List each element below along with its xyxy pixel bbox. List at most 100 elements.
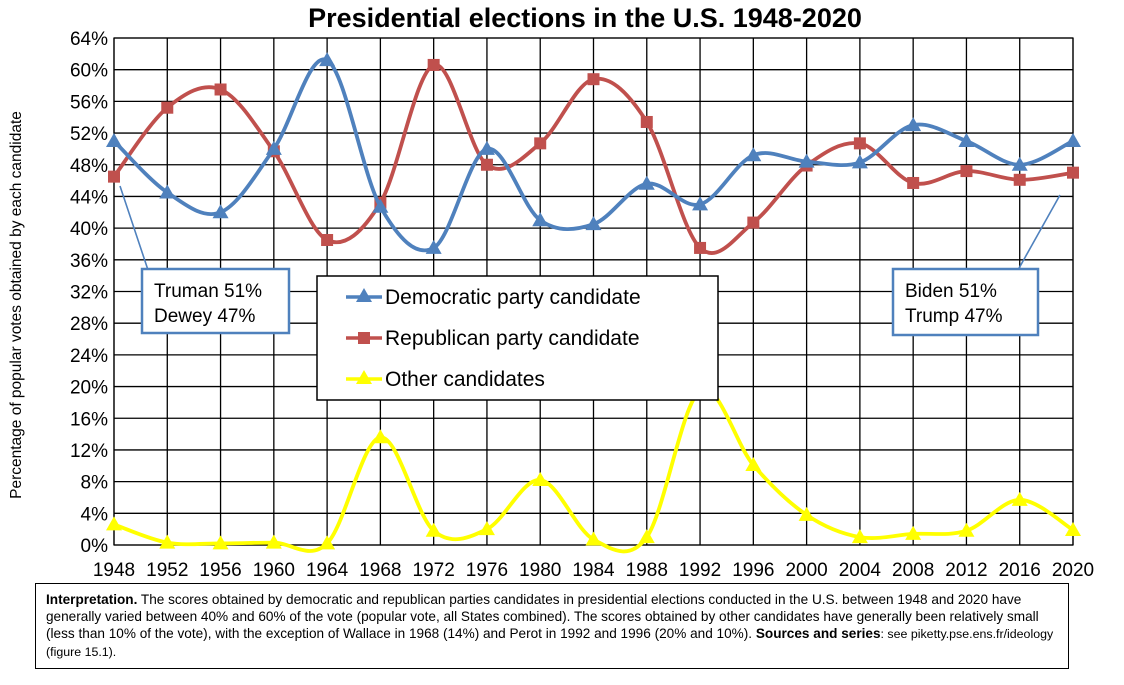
data-point-0 (159, 184, 176, 199)
x-tick-label: 1980 (519, 560, 561, 581)
data-point-2 (1065, 521, 1081, 536)
annotation-2020-line1: Biden 51% (905, 281, 997, 302)
chart-title: Presidential elections in the U.S. 1948-… (308, 3, 862, 33)
data-point-1 (960, 165, 973, 178)
y-tick-label: 4% (81, 504, 109, 525)
data-point-2 (745, 456, 762, 471)
data-point-1 (534, 137, 547, 150)
y-tick-label: 32% (70, 283, 108, 304)
x-tick-label: 1996 (732, 560, 774, 581)
data-point-1 (427, 58, 440, 71)
data-point-1 (640, 115, 653, 128)
data-point-0 (851, 154, 868, 169)
interpretation-label: Interpretation. (46, 592, 138, 607)
data-point-2 (585, 531, 602, 546)
data-point-2 (638, 529, 655, 544)
x-tick-label: 1988 (626, 560, 668, 581)
data-point-0 (319, 52, 336, 67)
legend-box (316, 275, 719, 401)
data-point-2 (212, 535, 229, 550)
data-point-1 (587, 73, 600, 86)
x-tick-label: 1948 (93, 560, 135, 581)
data-point-2 (532, 472, 549, 487)
annotation-1948-arrow (119, 185, 149, 271)
annotation-1948-line1: Truman 51% (154, 281, 262, 302)
data-point-2 (1011, 491, 1028, 506)
interpretation-box: Interpretation. The scores obtained by d… (35, 583, 1069, 669)
data-point-1 (480, 158, 493, 171)
x-tick-label: 1976 (466, 560, 508, 581)
interpretation-text: The scores obtained by democratic and re… (46, 592, 1039, 641)
sources-text: : see piketty.pse.ens.fr/ideology (figur… (46, 627, 1054, 659)
data-point-1 (321, 234, 334, 247)
sources-label: Sources and series (755, 626, 881, 641)
data-point-1 (214, 83, 227, 96)
data-point-0 (1065, 132, 1081, 147)
data-point-1 (108, 170, 120, 183)
y-tick-label: 28% (70, 314, 108, 335)
y-tick-label: 16% (70, 409, 108, 430)
y-tick-label: 64% (70, 29, 108, 50)
legend-label-other: Other candidates (385, 368, 545, 391)
data-point-2 (798, 506, 815, 521)
y-tick-label: 12% (70, 441, 108, 462)
y-tick-label: 36% (70, 251, 108, 272)
data-point-1 (1067, 166, 1079, 179)
y-tick-label: 20% (70, 378, 108, 399)
x-tick-label: 1984 (572, 560, 615, 581)
data-point-2 (478, 521, 495, 536)
x-tick-label: 1992 (679, 560, 721, 581)
annotation-2020-line2: Trump 47% (905, 306, 1003, 327)
data-point-0 (532, 212, 549, 227)
y-axis-label: Percentage of popular votes obtained by … (8, 111, 25, 499)
x-axis-ticks: 1948 1952 1956 1960 1964 1968 1972 1976 1980 1984… (93, 560, 1094, 581)
y-tick-label: 8% (81, 473, 109, 494)
data-point-1 (853, 137, 866, 150)
x-tick-label: 1952 (146, 560, 188, 581)
data-point-0 (478, 140, 495, 155)
annotation-2020-box (891, 267, 1040, 337)
annotation-1948-box (140, 267, 291, 335)
data-point-0 (1011, 156, 1028, 171)
x-tick-label: 2008 (892, 560, 934, 581)
y-tick-label: 60% (70, 61, 108, 82)
legend: Democratic party candidate Republican pa… (316, 275, 719, 401)
data-point-0 (745, 147, 762, 162)
x-tick-label: 2012 (945, 560, 987, 581)
data-point-2 (905, 525, 922, 540)
legend-marker-republican (358, 332, 370, 344)
data-point-0 (692, 196, 709, 211)
y-tick-label: 56% (70, 92, 108, 113)
annotation-1948: Truman 51% Dewey 47% (119, 185, 291, 335)
annotation-2020: Biden 51% Trump 47% (891, 194, 1061, 337)
data-point-2 (425, 522, 442, 537)
data-point-0 (212, 204, 229, 219)
x-tick-label: 2016 (999, 560, 1041, 581)
data-point-2 (159, 534, 176, 549)
x-tick-label: 1956 (199, 560, 241, 581)
y-tick-label: 24% (70, 346, 108, 367)
data-point-0 (106, 132, 122, 147)
data-point-1 (747, 216, 760, 229)
x-tick-label: 1972 (413, 560, 455, 581)
legend-marker-other (356, 370, 372, 384)
data-point-2 (958, 522, 975, 537)
y-axis-ticks: 0% 4% 8% 12% 16% 20% 24% 28% 32% 36% 40% 44% 48% 52% 5… (70, 29, 108, 557)
x-tick-label: 1964 (306, 560, 349, 581)
x-tick-label: 1960 (253, 560, 295, 581)
data-point-1 (907, 176, 920, 189)
y-tick-label: 0% (81, 536, 109, 557)
data-point-1 (694, 241, 707, 254)
data-point-2 (106, 516, 122, 531)
series-lines (106, 52, 1081, 554)
x-tick-label: 1968 (359, 560, 401, 581)
data-point-0 (798, 153, 815, 168)
data-point-0 (585, 216, 602, 231)
x-tick-label: 2004 (839, 560, 882, 581)
data-point-0 (425, 239, 442, 254)
y-tick-label: 40% (70, 219, 108, 240)
data-point-0 (958, 132, 975, 147)
data-point-0 (265, 140, 282, 155)
chart: Presidential elections in the U.S. 1948-… (8, 3, 1094, 581)
legend-marker-democratic (356, 288, 372, 302)
